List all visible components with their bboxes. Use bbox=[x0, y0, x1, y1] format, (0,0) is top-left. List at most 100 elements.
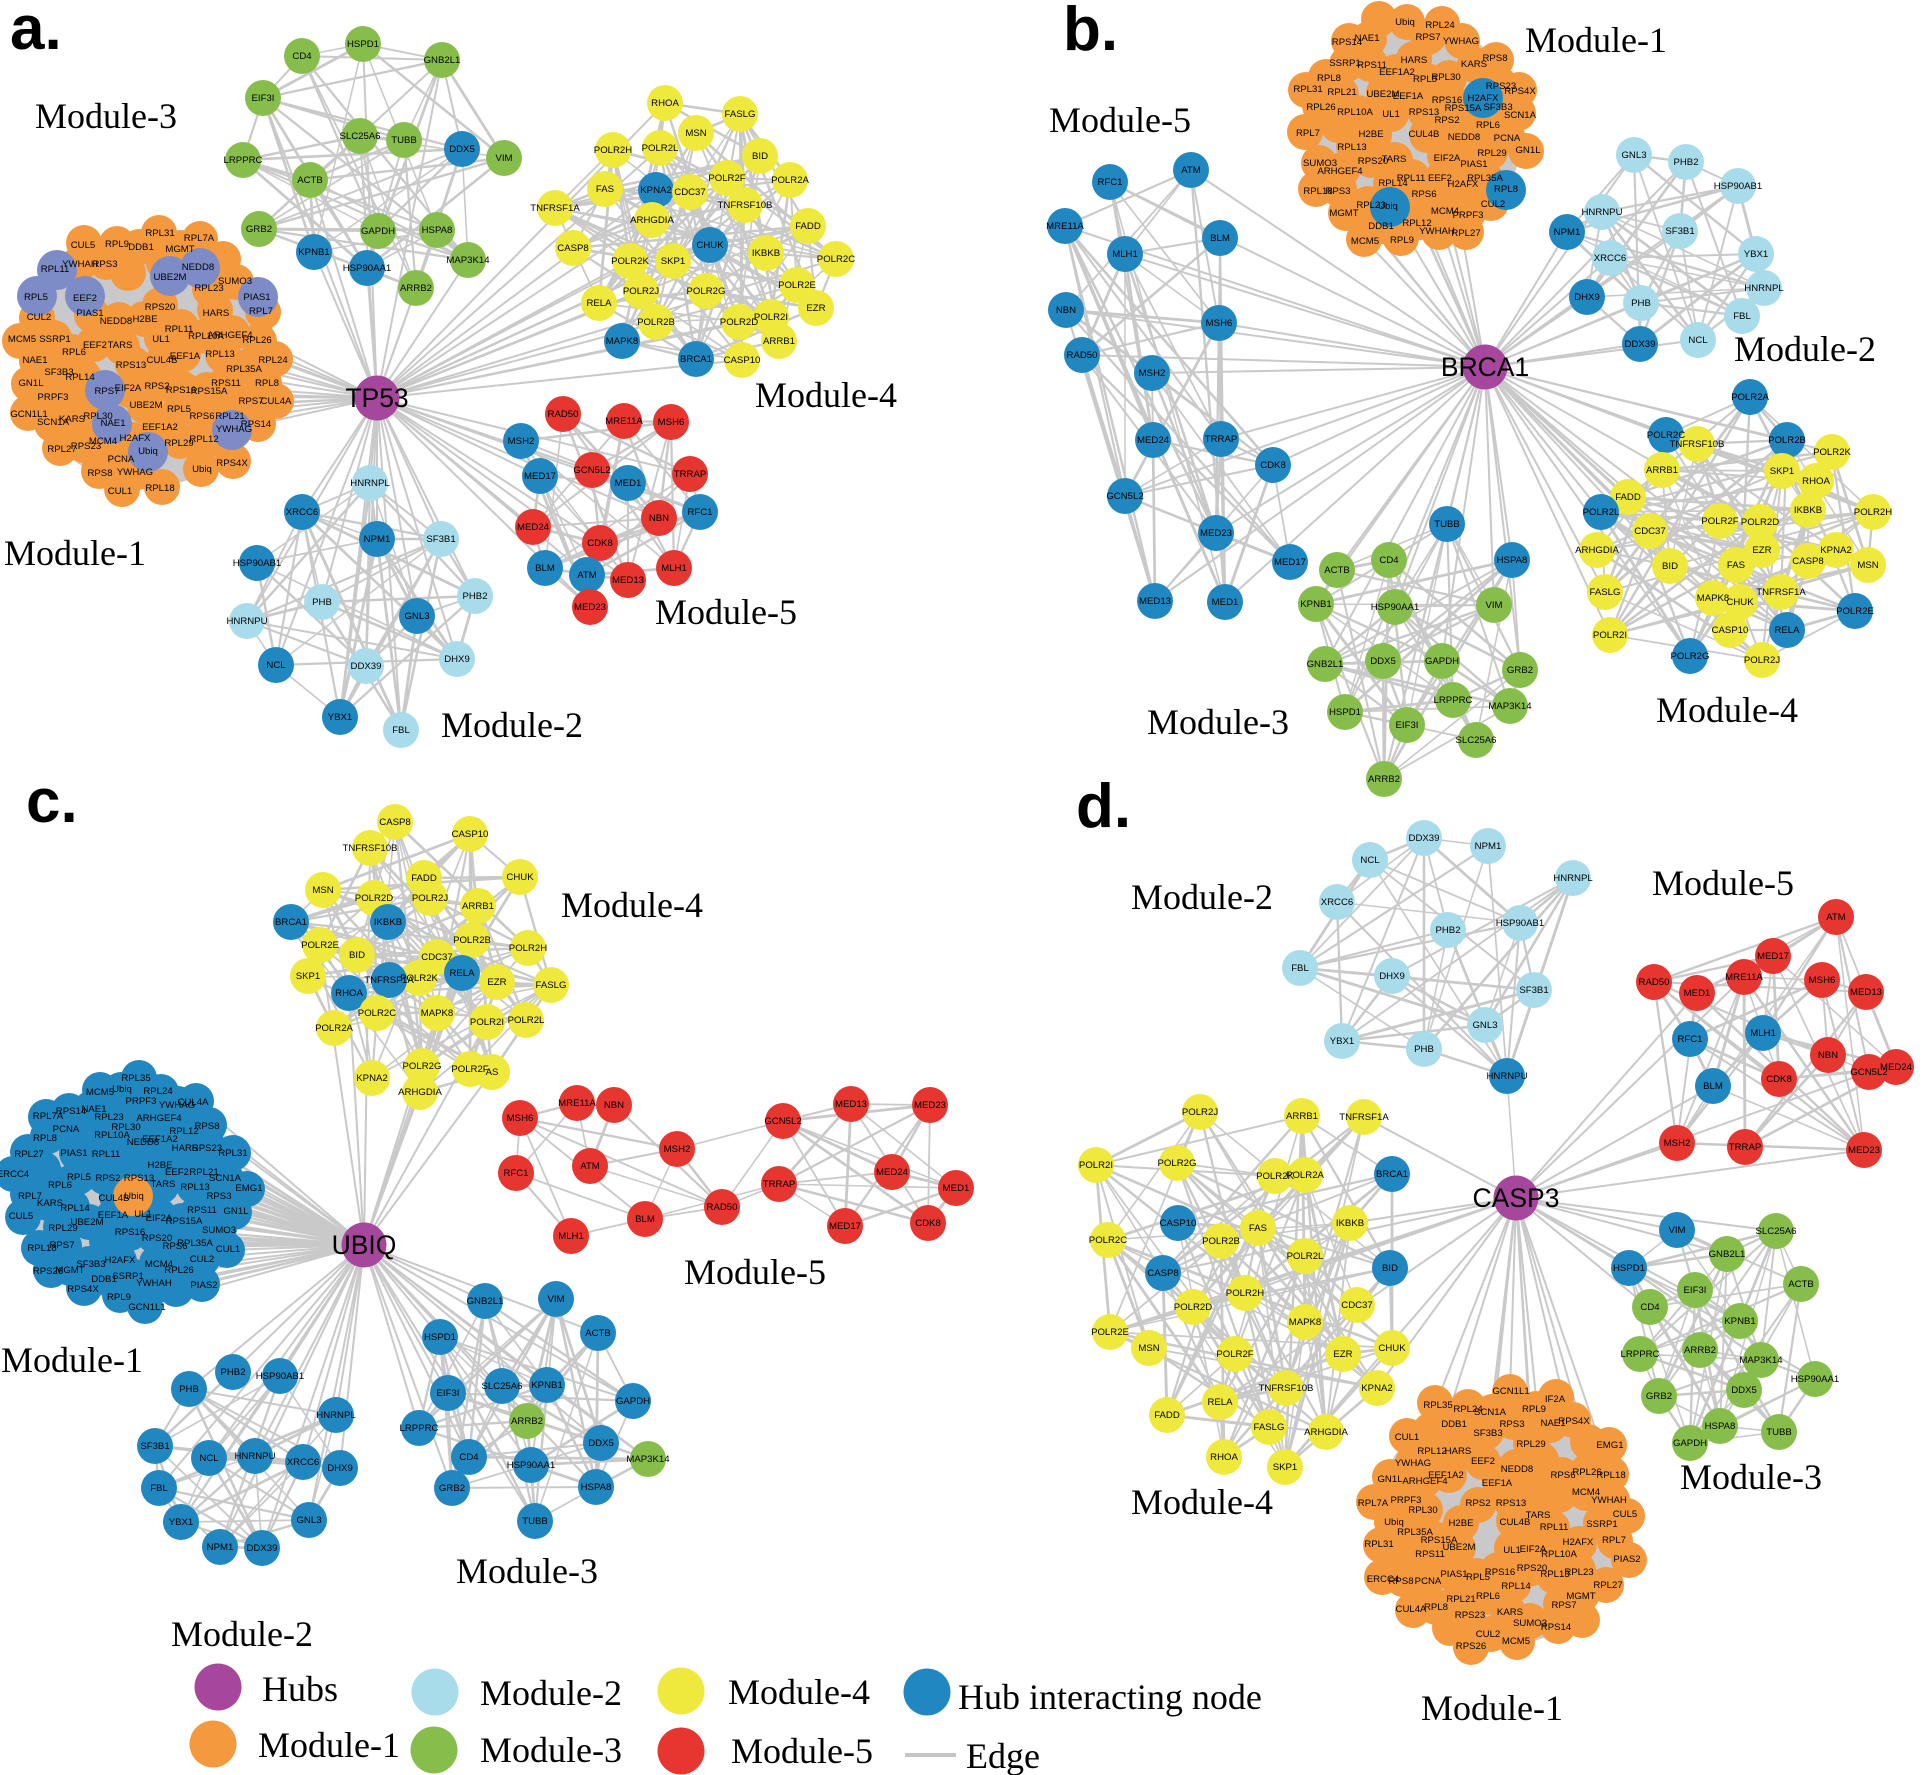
svg-text:CD4: CD4 bbox=[1379, 555, 1399, 566]
svg-text:RAD50: RAD50 bbox=[1639, 977, 1670, 988]
svg-text:Module-5: Module-5 bbox=[731, 1731, 873, 1771]
svg-text:RPS8: RPS8 bbox=[1388, 1576, 1413, 1587]
svg-text:GNL3: GNL3 bbox=[1472, 1020, 1497, 1031]
svg-text:RPS23: RPS23 bbox=[192, 1143, 222, 1154]
svg-text:EIF3I: EIF3I bbox=[1684, 1285, 1707, 1296]
svg-text:RPS8: RPS8 bbox=[194, 1121, 219, 1132]
svg-text:YWHAG: YWHAG bbox=[159, 1100, 195, 1111]
svg-text:Module-5: Module-5 bbox=[655, 592, 797, 632]
svg-text:EZR: EZR bbox=[1333, 1349, 1352, 1360]
svg-text:POLR2A: POLR2A bbox=[1731, 392, 1769, 403]
svg-text:IKBKB: IKBKB bbox=[1336, 1218, 1364, 1229]
svg-text:MED23: MED23 bbox=[914, 1100, 946, 1111]
svg-text:GRB2: GRB2 bbox=[1507, 665, 1533, 676]
svg-text:ARRB1: ARRB1 bbox=[462, 901, 494, 912]
svg-text:RPL21: RPL21 bbox=[1446, 1594, 1475, 1605]
svg-text:RPS2: RPS2 bbox=[95, 1173, 120, 1184]
svg-text:MED24: MED24 bbox=[876, 1167, 909, 1178]
svg-text:RPL24: RPL24 bbox=[258, 355, 288, 366]
svg-text:H2BE: H2BE bbox=[132, 314, 157, 325]
svg-text:TRRAP: TRRAP bbox=[1729, 1142, 1762, 1153]
svg-text:LRPPRC: LRPPRC bbox=[224, 155, 263, 166]
svg-text:RPS4X: RPS4X bbox=[216, 458, 248, 469]
svg-text:EIF2A: EIF2A bbox=[1434, 153, 1461, 164]
svg-text:Module-2: Module-2 bbox=[480, 1673, 622, 1713]
svg-text:RPS4X: RPS4X bbox=[1504, 86, 1536, 97]
svg-text:POLR2F: POLR2F bbox=[708, 173, 745, 184]
svg-text:TNFRSF10B: TNFRSF10B bbox=[1670, 439, 1725, 450]
svg-text:RAD50: RAD50 bbox=[548, 409, 579, 420]
svg-text:SUMO3: SUMO3 bbox=[1513, 1618, 1547, 1629]
svg-text:POLR2E: POLR2E bbox=[1091, 1327, 1129, 1338]
svg-text:RPL9: RPL9 bbox=[1390, 235, 1414, 246]
svg-text:POLR2G: POLR2G bbox=[403, 1061, 442, 1072]
svg-text:SSRP1: SSRP1 bbox=[39, 334, 70, 345]
svg-text:XRCC6: XRCC6 bbox=[287, 1457, 320, 1468]
svg-text:Module-1: Module-1 bbox=[1421, 1688, 1563, 1728]
svg-text:ARHGDIA: ARHGDIA bbox=[1304, 1427, 1348, 1438]
svg-text:RPL7: RPL7 bbox=[18, 1191, 42, 1202]
svg-text:PCNA: PCNA bbox=[53, 1124, 80, 1135]
svg-text:TNFRSF10B: TNFRSF10B bbox=[343, 843, 398, 854]
svg-text:Ubiq: Ubiq bbox=[112, 1084, 132, 1095]
svg-text:MLH1: MLH1 bbox=[1750, 1028, 1776, 1039]
svg-text:RFC1: RFC1 bbox=[1677, 1034, 1702, 1045]
svg-text:NAE1: NAE1 bbox=[1354, 33, 1379, 44]
svg-text:POLR2I: POLR2I bbox=[1079, 1160, 1113, 1171]
svg-text:RPS14: RPS14 bbox=[56, 1106, 87, 1117]
svg-text:CHUK: CHUK bbox=[696, 240, 724, 251]
svg-text:DDB1: DDB1 bbox=[91, 1274, 117, 1285]
svg-text:DDX39: DDX39 bbox=[351, 661, 382, 672]
svg-text:Module-1: Module-1 bbox=[1525, 20, 1667, 60]
svg-text:MED13: MED13 bbox=[612, 575, 644, 586]
svg-text:HNRNPL: HNRNPL bbox=[1744, 283, 1784, 294]
svg-text:RPS23: RPS23 bbox=[1455, 1610, 1485, 1621]
svg-text:Module-5: Module-5 bbox=[1049, 100, 1191, 140]
svg-text:ARHGEF4: ARHGEF4 bbox=[1402, 1476, 1448, 1487]
svg-text:MLH1: MLH1 bbox=[1112, 249, 1138, 260]
svg-text:GAPDH: GAPDH bbox=[1425, 656, 1459, 667]
svg-text:GNL3: GNL3 bbox=[404, 611, 429, 622]
svg-text:VIM: VIM bbox=[547, 1294, 564, 1305]
svg-text:RELA: RELA bbox=[1207, 1397, 1233, 1408]
svg-text:HSPA8: HSPA8 bbox=[1497, 555, 1528, 566]
svg-text:SCN1A: SCN1A bbox=[209, 1173, 242, 1184]
svg-text:BID: BID bbox=[752, 151, 768, 162]
svg-text:EEF2: EEF2 bbox=[1471, 1456, 1495, 1467]
svg-text:CHUK: CHUK bbox=[1726, 597, 1754, 608]
svg-text:TNFRSF1A: TNFRSF1A bbox=[1339, 1112, 1389, 1123]
svg-text:GCN5L2: GCN5L2 bbox=[573, 465, 610, 476]
svg-text:VIM: VIM bbox=[495, 153, 512, 164]
svg-text:RPS7: RPS7 bbox=[49, 1240, 74, 1251]
svg-text:RPS26: RPS26 bbox=[1456, 1641, 1486, 1652]
svg-text:RELA: RELA bbox=[1774, 625, 1800, 636]
svg-text:GN1L: GN1L bbox=[1515, 145, 1541, 156]
svg-text:Ubiq: Ubiq bbox=[1378, 201, 1398, 212]
svg-text:BLM: BLM bbox=[635, 1214, 655, 1225]
svg-text:Module-4: Module-4 bbox=[1131, 1482, 1273, 1522]
svg-text:RPS11: RPS11 bbox=[1357, 60, 1387, 71]
svg-text:b.: b. bbox=[1063, 0, 1118, 64]
svg-text:CUL1: CUL1 bbox=[216, 1244, 241, 1255]
svg-text:RPL12: RPL12 bbox=[1402, 218, 1431, 229]
svg-text:MED23: MED23 bbox=[574, 602, 606, 613]
svg-text:SSRP1: SSRP1 bbox=[112, 1271, 143, 1282]
svg-text:RPS16: RPS16 bbox=[1485, 1567, 1515, 1578]
svg-text:POLR2E: POLR2E bbox=[1836, 606, 1874, 617]
svg-text:RPS4X: RPS4X bbox=[67, 1284, 99, 1295]
svg-text:RPL5: RPL5 bbox=[24, 292, 48, 303]
svg-text:RPL26: RPL26 bbox=[1572, 1467, 1601, 1478]
svg-text:POLR2L: POLR2L bbox=[1583, 507, 1620, 518]
svg-text:ARHGEF4: ARHGEF4 bbox=[1317, 166, 1363, 177]
svg-text:POLR2L: POLR2L bbox=[1287, 1251, 1324, 1262]
svg-text:Hubs: Hubs bbox=[262, 1669, 338, 1709]
svg-text:CASP10: CASP10 bbox=[1712, 625, 1749, 636]
svg-text:RPL11: RPL11 bbox=[41, 264, 70, 275]
svg-text:MSN: MSN bbox=[1857, 560, 1878, 571]
svg-text:PIAS1: PIAS1 bbox=[1440, 1569, 1467, 1580]
svg-text:RPL6: RPL6 bbox=[1476, 120, 1500, 131]
svg-text:RPS6: RPS6 bbox=[162, 1241, 187, 1252]
svg-text:GRB2: GRB2 bbox=[439, 1483, 465, 1494]
svg-text:KARS: KARS bbox=[1497, 1607, 1523, 1618]
svg-text:ATM: ATM bbox=[1181, 165, 1201, 176]
